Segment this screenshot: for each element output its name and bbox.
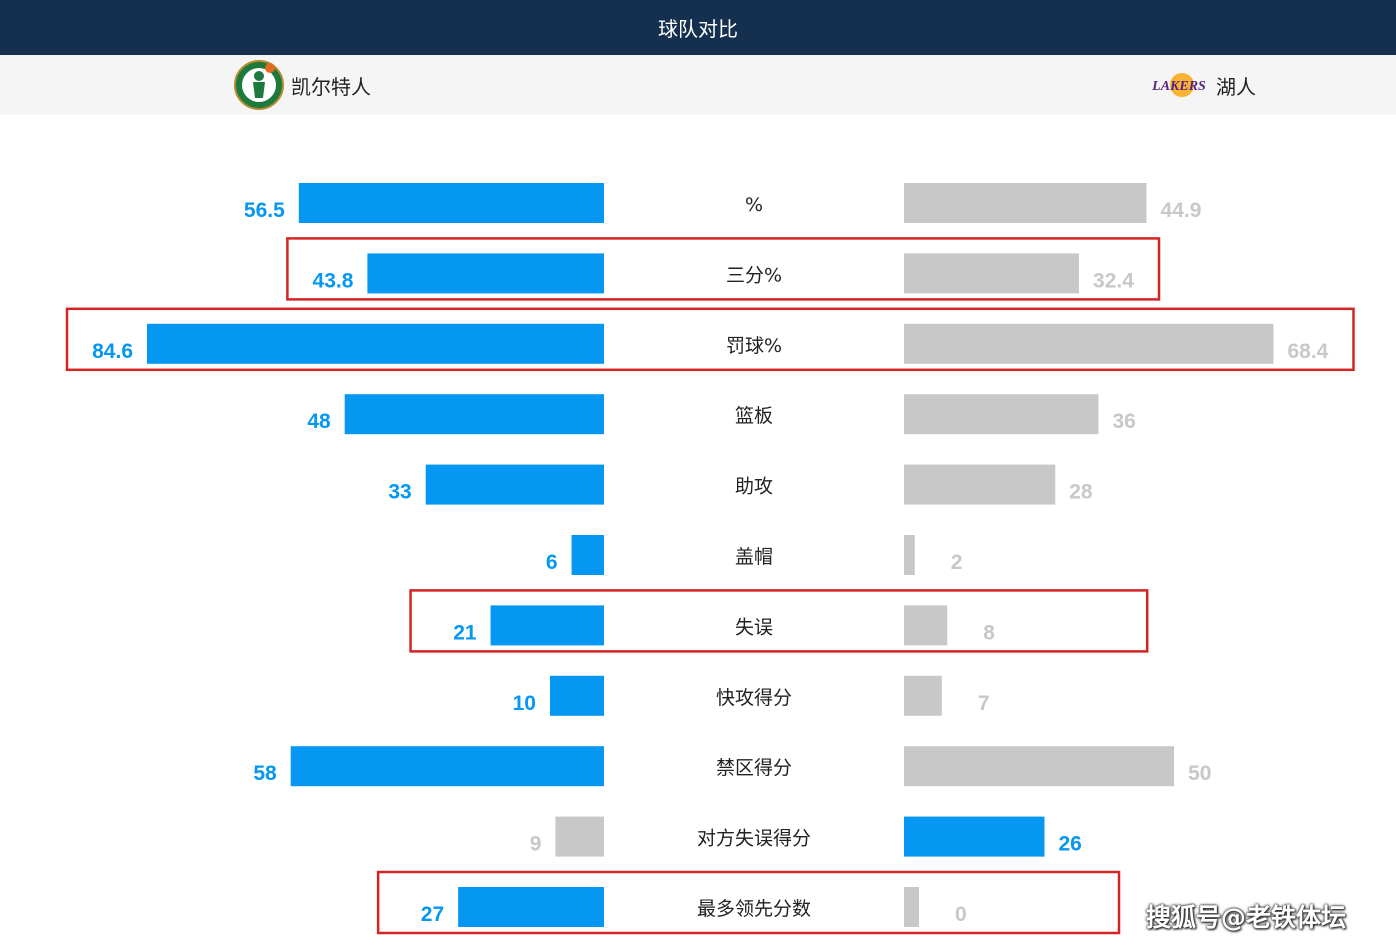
left-value-label: 27	[421, 903, 444, 926]
right-value-label: 28	[1069, 481, 1093, 504]
highlight-box	[409, 589, 1149, 653]
category-label: 快攻得分	[716, 687, 792, 709]
right-value-label: 44.9	[1161, 199, 1202, 222]
left-value-label: 6	[546, 551, 558, 574]
right-bar	[904, 464, 1056, 505]
right-bar	[904, 887, 919, 927]
right-value-label: 8	[983, 621, 995, 644]
left-bar	[490, 605, 604, 646]
category-label: 罚球%	[726, 335, 782, 357]
right-bar	[904, 535, 915, 575]
left-value-label: 84.6	[92, 340, 133, 363]
right-bar	[904, 675, 942, 716]
team-right-name: 湖人	[1216, 74, 1256, 99]
right-bar	[904, 253, 1080, 294]
celtics-logo-icon	[234, 60, 284, 110]
right-bar	[904, 183, 1147, 223]
left-value-label: 56.5	[244, 199, 285, 222]
team-header-row: 凯尔特人 LAKERS 湖人	[0, 55, 1396, 115]
right-value-label: 68.4	[1287, 340, 1328, 363]
right-value-label: 36	[1112, 410, 1135, 433]
right-bar	[904, 816, 1045, 857]
category-label: 三分%	[726, 264, 782, 286]
highlight-box	[376, 870, 1121, 935]
left-bar	[555, 816, 604, 857]
left-value-label: 48	[307, 410, 331, 433]
left-value-label: 43.8	[313, 269, 354, 292]
page-header: 球队对比	[0, 0, 1396, 55]
comparison-chart: % 56.5 44.9 三分% 43.8 32.4 罚球% 84.6 68.4 篮板 48 36 助攻 3…	[65, 183, 1355, 935]
highlight-box	[286, 237, 1161, 301]
left-value-label: 10	[513, 692, 536, 715]
category-label: 助攻	[735, 476, 773, 498]
left-value-label: 21	[453, 621, 477, 644]
page-title: 球队对比	[658, 17, 738, 41]
left-bar	[147, 323, 604, 364]
right-bar	[904, 323, 1274, 364]
category-label: 对方失误得分	[697, 828, 811, 850]
left-bar	[571, 535, 604, 575]
lakers-logo-icon: LAKERS	[1152, 73, 1206, 97]
left-value-label: 33	[388, 481, 411, 504]
left-bar	[298, 183, 604, 223]
category-label: 盖帽	[735, 546, 773, 568]
highlight-box	[65, 307, 1355, 372]
left-bar	[290, 746, 604, 787]
svg-text:LAKERS: LAKERS	[1152, 79, 1206, 94]
left-bar	[367, 253, 604, 294]
left-value-label: 9	[530, 833, 542, 856]
right-value-label: 7	[978, 692, 990, 715]
left-bar	[549, 675, 604, 716]
right-value-label: 26	[1058, 833, 1081, 856]
right-value-label: 2	[951, 551, 963, 574]
right-bar	[904, 605, 948, 646]
category-label: 篮板	[735, 405, 773, 427]
right-bar	[904, 746, 1175, 787]
team-left: 凯尔特人	[233, 55, 371, 115]
category-label: 失误	[735, 616, 773, 638]
category-label: %	[745, 194, 763, 216]
team-right: LAKERS 湖人	[1152, 55, 1256, 115]
category-label: 最多领先分数	[697, 898, 811, 920]
right-value-label: 50	[1188, 762, 1211, 785]
watermark: 搜狐号@老铁体坛	[1146, 903, 1347, 932]
left-bar	[344, 394, 604, 435]
left-bar	[425, 464, 604, 505]
right-bar	[904, 394, 1099, 435]
right-value-label: 32.4	[1093, 269, 1134, 292]
left-bar	[458, 887, 604, 927]
category-label: 禁区得分	[716, 757, 792, 779]
left-value-label: 58	[253, 762, 277, 785]
right-value-label: 0	[955, 903, 967, 926]
team-left-name: 凯尔特人	[291, 74, 371, 99]
